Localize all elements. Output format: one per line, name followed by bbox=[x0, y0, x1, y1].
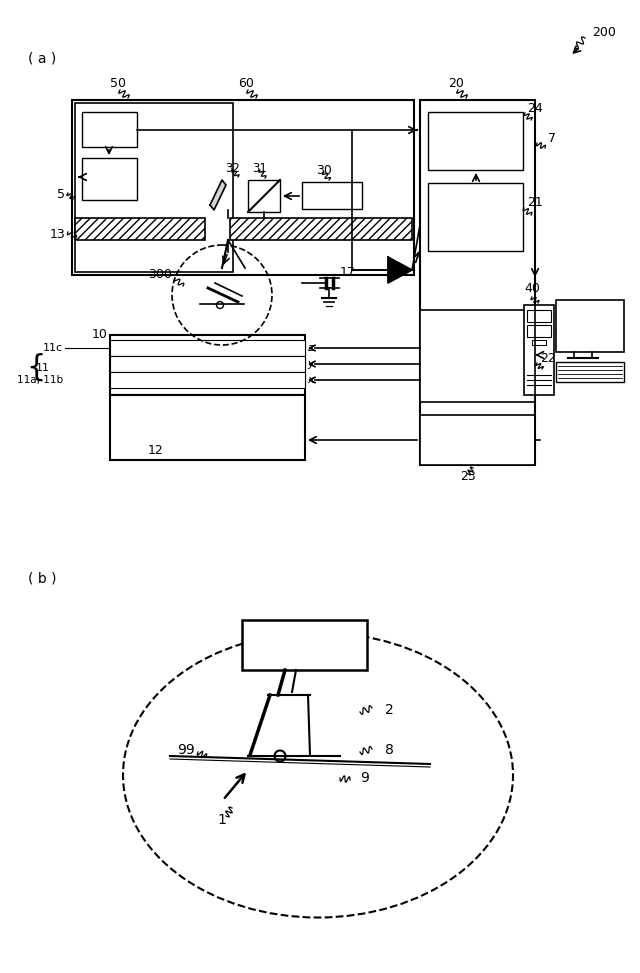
Text: 10: 10 bbox=[92, 329, 108, 342]
Text: 300: 300 bbox=[148, 269, 172, 281]
Text: 11c: 11c bbox=[43, 343, 63, 353]
Bar bbox=[527, 325, 551, 337]
Bar bbox=[556, 362, 624, 382]
Text: y: y bbox=[307, 359, 314, 369]
Text: ( a ): ( a ) bbox=[28, 52, 56, 66]
Text: 12: 12 bbox=[148, 444, 164, 456]
Text: 40: 40 bbox=[524, 282, 540, 295]
Polygon shape bbox=[210, 180, 226, 210]
Bar bbox=[532, 340, 546, 345]
Bar bbox=[302, 182, 362, 209]
Text: 8: 8 bbox=[385, 743, 394, 757]
Text: 7: 7 bbox=[548, 131, 556, 145]
Text: {: { bbox=[27, 352, 46, 381]
Text: 31: 31 bbox=[252, 162, 267, 174]
Text: x: x bbox=[307, 375, 314, 385]
Bar bbox=[110, 356, 305, 372]
Text: 24: 24 bbox=[527, 101, 543, 115]
Text: 32: 32 bbox=[225, 162, 240, 174]
Bar bbox=[75, 103, 233, 272]
Bar bbox=[242, 620, 367, 670]
Text: 50: 50 bbox=[110, 77, 126, 90]
Bar bbox=[230, 218, 412, 240]
Bar bbox=[420, 100, 535, 465]
Text: 22: 22 bbox=[540, 351, 556, 365]
Text: 13: 13 bbox=[49, 229, 65, 241]
Text: 30: 30 bbox=[316, 163, 332, 176]
Text: 5: 5 bbox=[57, 189, 65, 201]
Bar bbox=[248, 180, 280, 212]
Text: z: z bbox=[307, 343, 313, 353]
Bar bbox=[110, 395, 305, 460]
Text: 23: 23 bbox=[460, 470, 476, 483]
Text: 200: 200 bbox=[592, 25, 616, 39]
Text: 11a, 11b: 11a, 11b bbox=[17, 375, 63, 385]
Text: 1: 1 bbox=[218, 813, 227, 827]
Bar bbox=[556, 300, 624, 352]
Bar bbox=[428, 112, 523, 170]
Bar bbox=[428, 183, 523, 251]
Text: ( b ): ( b ) bbox=[28, 572, 56, 586]
Bar bbox=[110, 335, 305, 395]
Bar bbox=[82, 112, 137, 147]
Text: 99: 99 bbox=[177, 743, 195, 757]
Text: 17: 17 bbox=[340, 266, 356, 278]
Bar bbox=[527, 310, 551, 322]
Text: 2: 2 bbox=[385, 703, 394, 717]
Bar bbox=[420, 415, 535, 465]
Bar bbox=[110, 340, 305, 356]
Bar bbox=[420, 310, 535, 402]
Bar bbox=[75, 218, 205, 240]
Text: 21: 21 bbox=[527, 196, 543, 208]
Text: 9: 9 bbox=[360, 771, 369, 785]
Bar bbox=[110, 372, 305, 388]
Bar bbox=[82, 158, 137, 200]
Bar bbox=[72, 100, 414, 275]
Polygon shape bbox=[388, 257, 412, 283]
Text: 20: 20 bbox=[448, 77, 464, 90]
Bar bbox=[524, 305, 554, 395]
Text: 11: 11 bbox=[36, 363, 50, 373]
Text: 60: 60 bbox=[238, 77, 254, 90]
